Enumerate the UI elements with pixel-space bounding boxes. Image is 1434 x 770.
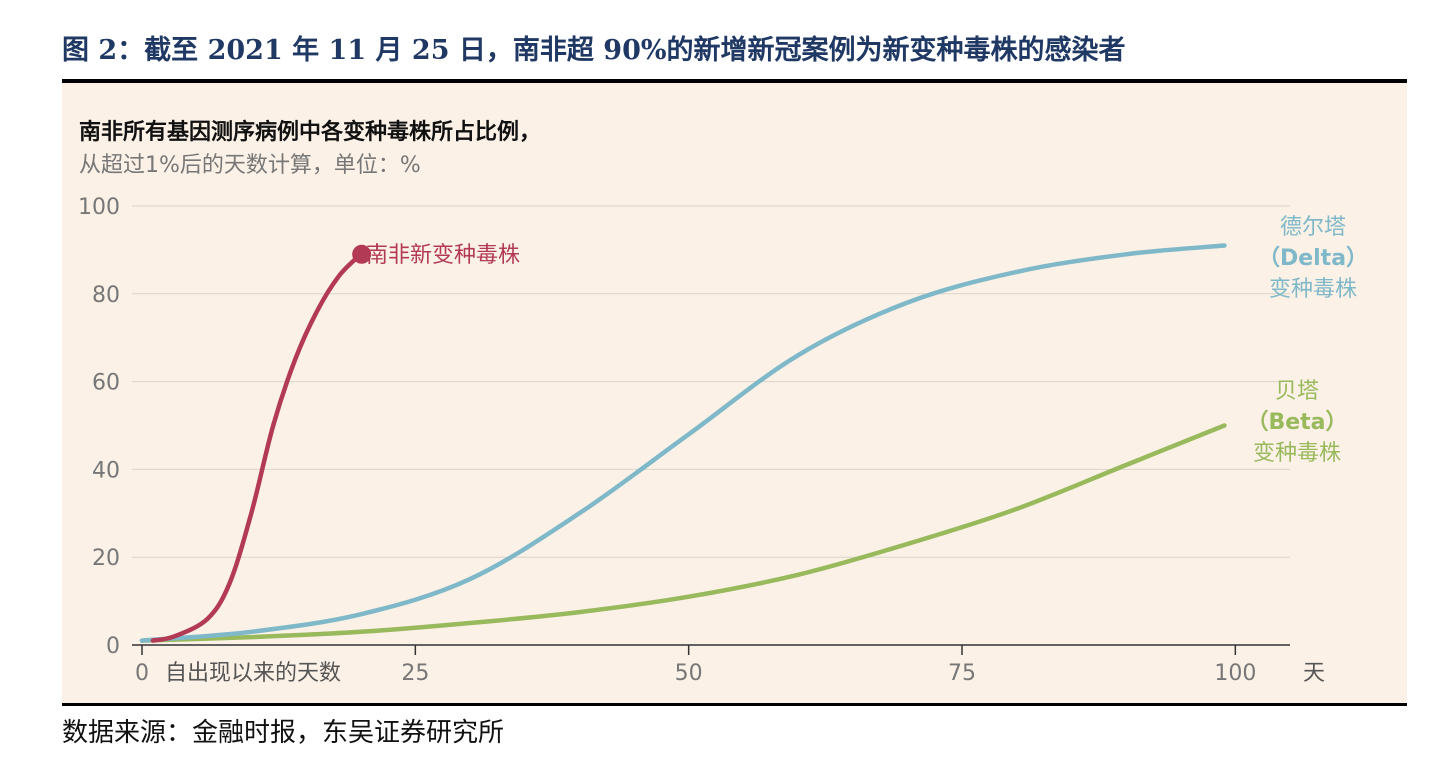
x-axis-unit: 天 [1303, 661, 1325, 686]
series-label: 贝塔 [1275, 379, 1319, 404]
series-line [150, 252, 363, 643]
series-label: （Delta） [1258, 246, 1368, 271]
y-tick-label: 60 [92, 371, 120, 396]
series-label: 变种毒株 [1253, 441, 1341, 466]
top-rule [62, 79, 1407, 83]
x-tick-label: 75 [948, 661, 976, 686]
chart-subtitle: 从超过1%后的天数计算，单位：% [79, 153, 421, 178]
x-tick-label: 25 [401, 661, 429, 686]
y-tick-label: 40 [92, 458, 120, 483]
y-tick-label: 0 [106, 634, 120, 659]
series-label: （Beta） [1246, 410, 1347, 435]
series-label: 变种毒株 [1269, 277, 1357, 302]
x-tick-label: 100 [1214, 661, 1256, 686]
figure-title: 图 2：截至 2021 年 11 月 25 日，南非超 90%的新增新冠案例为新… [62, 35, 1126, 66]
x-axis-label: 自出现以来的天数 [165, 661, 341, 686]
y-tick-label: 20 [92, 546, 120, 571]
chart-title: 南非所有基因测序病例中各变种毒株所占比例， [79, 120, 542, 145]
chart-panel [62, 83, 1407, 703]
y-tick-label: 100 [78, 195, 120, 220]
y-tick-label: 80 [92, 283, 120, 308]
series-label: 德尔塔 [1280, 215, 1346, 240]
source-note: 数据来源：金融时报，东吴证券研究所 [62, 718, 505, 748]
series-line [139, 423, 1227, 643]
bottom-rule [62, 703, 1407, 706]
series-end-marker [352, 244, 372, 264]
series-label: 南非新变种毒株 [366, 243, 520, 268]
x-tick-label: 50 [675, 661, 703, 686]
series-line [139, 243, 1227, 643]
x-tick-label: 0 [135, 661, 149, 686]
